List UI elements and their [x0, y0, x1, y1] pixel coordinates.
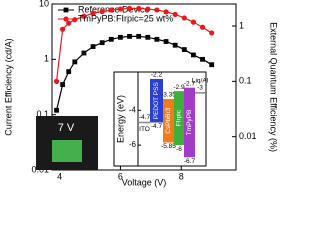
photo-label: 7 V — [58, 122, 75, 134]
x-tick-label: 6 — [118, 171, 123, 181]
data-point — [136, 5, 142, 12]
data-point — [172, 42, 178, 48]
data-point — [209, 62, 215, 68]
level-label: -5.85 — [161, 143, 176, 150]
data-point — [66, 69, 72, 75]
data-point — [136, 33, 142, 39]
data-point — [117, 6, 124, 12]
data-point — [108, 7, 114, 13]
level-label: -2.2 — [151, 72, 163, 79]
inset-y-tick-label: -6 — [129, 140, 137, 149]
data-point — [81, 13, 87, 19]
data-point — [60, 82, 66, 87]
y2-tick-label: 0.1 — [239, 76, 252, 86]
level-label: -2.7 — [184, 80, 196, 87]
layer-name: FIrpic — [176, 109, 183, 126]
data-point — [191, 52, 196, 58]
data-point — [54, 107, 59, 113]
inset-y-label: Energy (eV) — [115, 95, 125, 143]
level-label: -6 — [176, 146, 182, 153]
y2-axis-label: External Quantum Efficiency (%) — [269, 22, 279, 152]
data-point — [145, 6, 151, 12]
y-tick-label: 10 — [39, 0, 49, 8]
data-point — [163, 9, 169, 15]
data-point — [60, 26, 66, 32]
layer-name: CsPbBr3 — [165, 107, 172, 133]
level-label: -4.7 — [151, 123, 163, 130]
data-point — [154, 36, 160, 42]
x-tick-label: 8 — [179, 171, 184, 181]
data-point — [190, 19, 197, 25]
device-glow — [52, 140, 82, 162]
data-point — [99, 40, 105, 46]
data-point — [127, 33, 132, 39]
level-label: -6.7 — [184, 158, 196, 165]
layer-box — [163, 98, 174, 143]
data-point — [181, 47, 187, 52]
layer-name: ITO — [139, 126, 150, 133]
legend-label: TmPyPB:FIrpic=25 wt% — [78, 13, 173, 23]
data-point — [66, 20, 72, 26]
x-tick-label: 4 — [57, 171, 62, 181]
data-point — [126, 5, 133, 12]
legend-marker — [63, 16, 69, 22]
data-point — [72, 59, 78, 65]
data-point — [108, 36, 114, 42]
data-point — [172, 11, 178, 17]
data-point — [90, 44, 96, 49]
level-label: -4.7 — [139, 114, 151, 121]
data-point — [209, 30, 215, 36]
level-label: -2.9 — [173, 84, 185, 91]
layer-box — [150, 78, 163, 123]
data-point — [72, 17, 78, 23]
data-point — [181, 15, 187, 21]
data-point — [53, 78, 60, 84]
layer-name: TmPyPB — [186, 110, 193, 136]
y-axis-label: Current Efficiency (cd/A) — [3, 38, 13, 135]
data-point — [145, 34, 151, 40]
data-point — [118, 34, 123, 40]
x-axis-label: Voltage (V) — [122, 177, 167, 187]
data-point — [81, 50, 87, 56]
layer-box — [184, 87, 195, 158]
layer-name: PEDOT PSS — [153, 82, 160, 120]
plot-frame — [51, 3, 237, 171]
y-tick-label: 1 — [44, 54, 49, 64]
data-point — [154, 7, 160, 13]
data-point — [90, 10, 96, 16]
layer-name: Liq/Al — [192, 78, 209, 85]
level-label: -3 — [197, 85, 203, 92]
data-point — [199, 24, 206, 30]
inset-y-tick-label: -4 — [129, 105, 137, 114]
level-label: -3.35 — [161, 92, 176, 99]
data-point — [200, 56, 205, 62]
data-point — [99, 8, 105, 15]
y2-tick-label: 0.01 — [239, 131, 257, 141]
legend-marker — [63, 7, 69, 13]
y2-tick-label: 1 — [239, 20, 244, 30]
y-tick-label: 0.1 — [36, 109, 49, 119]
data-point — [163, 39, 169, 44]
layer-box — [174, 91, 184, 146]
